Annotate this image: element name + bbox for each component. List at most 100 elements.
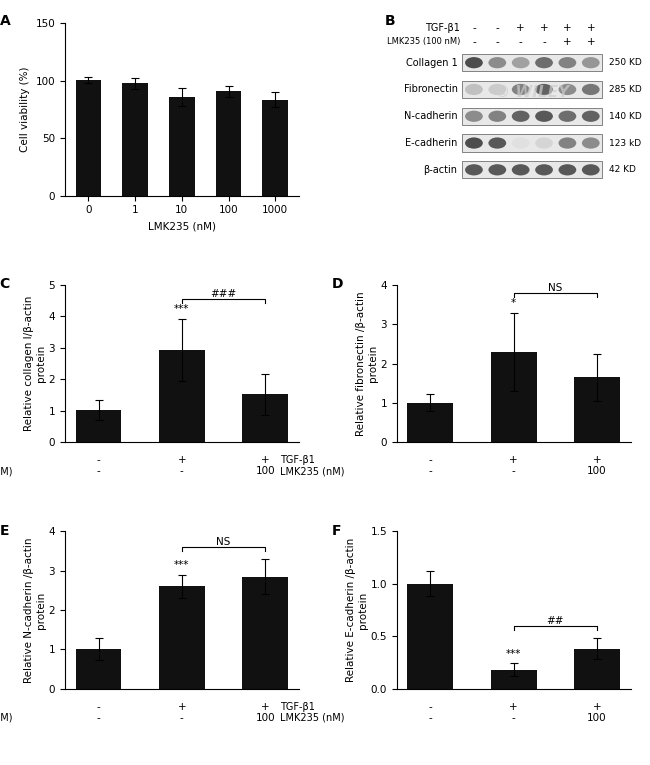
Text: 100: 100 bbox=[587, 713, 607, 723]
Text: LMK235 (nM): LMK235 (nM) bbox=[280, 467, 344, 477]
Bar bbox=[75, 410, 122, 442]
Ellipse shape bbox=[488, 111, 506, 122]
Bar bbox=[159, 587, 205, 688]
Text: ***: *** bbox=[174, 304, 190, 314]
Text: +: + bbox=[177, 455, 186, 465]
Bar bbox=[242, 395, 288, 442]
Bar bbox=[462, 54, 603, 71]
Ellipse shape bbox=[465, 57, 483, 68]
Text: 100: 100 bbox=[587, 467, 607, 477]
Y-axis label: Relative fibronectin /β-actin
protein: Relative fibronectin /β-actin protein bbox=[356, 291, 378, 436]
Ellipse shape bbox=[488, 164, 506, 175]
Ellipse shape bbox=[512, 111, 530, 122]
Ellipse shape bbox=[535, 138, 553, 148]
Ellipse shape bbox=[465, 84, 483, 95]
Ellipse shape bbox=[535, 84, 553, 95]
Text: +: + bbox=[540, 23, 549, 33]
Y-axis label: Relative N-cadherin /β-actin
protein: Relative N-cadherin /β-actin protein bbox=[24, 537, 46, 682]
Bar bbox=[462, 135, 603, 151]
Text: E: E bbox=[0, 523, 9, 538]
Bar bbox=[216, 92, 241, 196]
Text: D: D bbox=[332, 277, 343, 291]
Text: -: - bbox=[97, 467, 100, 477]
Text: 100: 100 bbox=[255, 713, 275, 723]
Bar bbox=[462, 108, 603, 125]
Text: -: - bbox=[428, 455, 432, 465]
Text: -: - bbox=[180, 713, 184, 723]
Text: -: - bbox=[495, 37, 499, 47]
Text: +: + bbox=[586, 23, 595, 33]
Text: NS: NS bbox=[216, 537, 231, 547]
Text: LMK235 (nM): LMK235 (nM) bbox=[0, 467, 12, 477]
Text: -: - bbox=[472, 23, 476, 33]
Text: LMK235 (100 nM): LMK235 (100 nM) bbox=[387, 37, 460, 47]
Text: E-cadherin: E-cadherin bbox=[405, 138, 458, 148]
Ellipse shape bbox=[582, 57, 600, 68]
Bar bbox=[462, 81, 603, 98]
Text: +: + bbox=[593, 455, 601, 465]
Text: -: - bbox=[512, 713, 515, 723]
Y-axis label: Relative E-cadherin /β-actin
protein: Relative E-cadherin /β-actin protein bbox=[346, 538, 368, 682]
Bar bbox=[574, 377, 620, 442]
Ellipse shape bbox=[558, 111, 577, 122]
Ellipse shape bbox=[488, 57, 506, 68]
Ellipse shape bbox=[558, 57, 577, 68]
Text: -: - bbox=[542, 37, 546, 47]
Y-axis label: Relative collagen I/β-actin
protein: Relative collagen I/β-actin protein bbox=[24, 296, 46, 431]
Ellipse shape bbox=[535, 57, 553, 68]
Bar bbox=[408, 584, 453, 688]
Text: +: + bbox=[510, 702, 518, 712]
Ellipse shape bbox=[582, 164, 600, 175]
Text: -: - bbox=[428, 467, 432, 477]
Text: 140 KD: 140 KD bbox=[610, 112, 642, 121]
Text: +: + bbox=[563, 37, 572, 47]
Text: 123 kD: 123 kD bbox=[610, 138, 642, 148]
Text: -: - bbox=[97, 702, 100, 712]
Text: TGF-β1: TGF-β1 bbox=[425, 23, 460, 33]
Bar bbox=[491, 669, 536, 688]
Text: Collagen 1: Collagen 1 bbox=[406, 57, 458, 67]
Y-axis label: Cell viability (%): Cell viability (%) bbox=[20, 67, 30, 152]
Text: *: * bbox=[511, 298, 516, 308]
Bar bbox=[169, 97, 195, 196]
Text: C: C bbox=[0, 277, 10, 291]
Ellipse shape bbox=[558, 84, 577, 95]
Ellipse shape bbox=[488, 138, 506, 148]
Text: 100: 100 bbox=[255, 467, 275, 477]
Bar bbox=[491, 352, 536, 442]
Text: ***: *** bbox=[506, 649, 521, 659]
Text: +: + bbox=[177, 702, 186, 712]
Ellipse shape bbox=[512, 84, 530, 95]
Bar bbox=[574, 649, 620, 689]
Text: -: - bbox=[428, 702, 432, 712]
Text: TGF-β1: TGF-β1 bbox=[280, 702, 315, 712]
Ellipse shape bbox=[488, 84, 506, 95]
Ellipse shape bbox=[512, 164, 530, 175]
Text: B: B bbox=[385, 15, 396, 28]
Text: +: + bbox=[261, 455, 270, 465]
Bar bbox=[242, 577, 288, 689]
Bar bbox=[75, 80, 101, 196]
Bar bbox=[159, 350, 205, 442]
Bar bbox=[263, 99, 288, 196]
Text: +: + bbox=[586, 37, 595, 47]
Ellipse shape bbox=[465, 138, 483, 148]
Text: NS: NS bbox=[548, 283, 562, 293]
Ellipse shape bbox=[512, 57, 530, 68]
Text: -: - bbox=[428, 713, 432, 723]
Text: -: - bbox=[97, 713, 100, 723]
Ellipse shape bbox=[512, 138, 530, 148]
Text: 42 KD: 42 KD bbox=[610, 165, 636, 174]
Ellipse shape bbox=[465, 164, 483, 175]
Text: LMK235 (nM): LMK235 (nM) bbox=[0, 713, 12, 723]
Bar bbox=[408, 403, 453, 442]
Text: -: - bbox=[519, 37, 523, 47]
Text: -: - bbox=[512, 467, 515, 477]
Text: LMK235 (nM): LMK235 (nM) bbox=[280, 713, 344, 723]
Text: N-cadherin: N-cadherin bbox=[404, 111, 458, 122]
Ellipse shape bbox=[535, 111, 553, 122]
X-axis label: LMK235 (nM): LMK235 (nM) bbox=[148, 221, 216, 231]
Ellipse shape bbox=[582, 84, 600, 95]
Text: +: + bbox=[593, 702, 601, 712]
Text: ***: *** bbox=[174, 560, 190, 570]
